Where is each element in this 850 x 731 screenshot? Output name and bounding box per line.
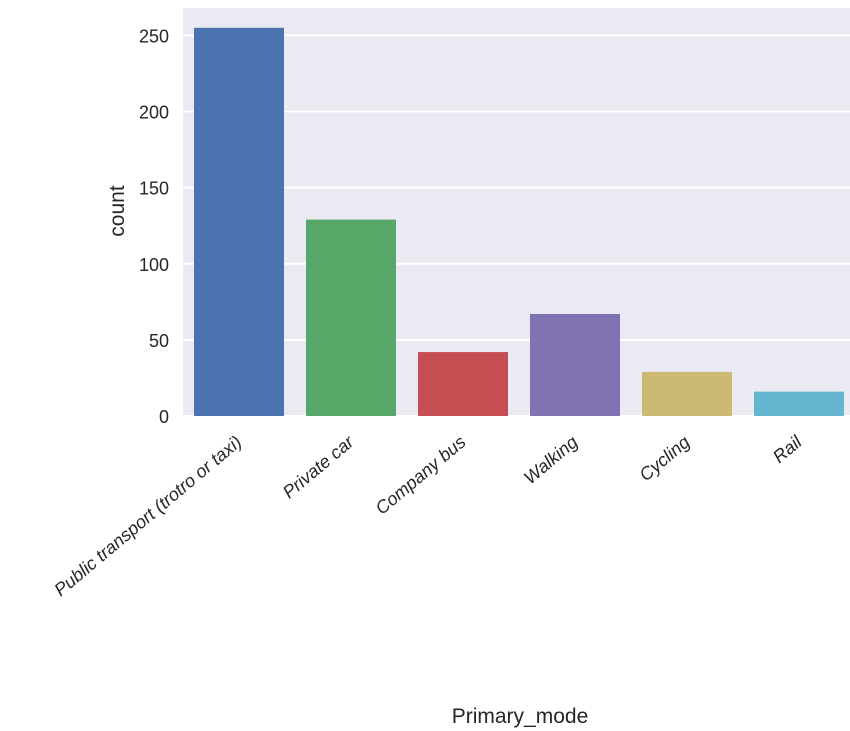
y-tick-label: 0 <box>159 407 169 427</box>
x-tick-label: Rail <box>769 431 806 467</box>
bars <box>194 27 844 416</box>
y-tick-label: 50 <box>149 331 169 351</box>
y-tick-labels: 0 50 100 150 200 250 <box>139 26 169 427</box>
x-tick-label: Private car <box>279 431 359 502</box>
y-axis-label: count <box>106 185 129 237</box>
x-tick-label: Walking <box>520 432 582 488</box>
x-tick-label: Public transport (trotro or taxi) <box>50 432 245 600</box>
bar <box>194 27 284 416</box>
bar <box>418 352 508 416</box>
y-tick-label: 200 <box>139 103 169 123</box>
x-tick-labels: Public transport (trotro or taxi) Private… <box>50 431 806 600</box>
bar <box>754 391 844 416</box>
y-tick-label: 150 <box>139 179 169 199</box>
y-tick-label: 100 <box>139 255 169 275</box>
x-tick-label: Company bus <box>372 432 470 519</box>
grid-lines <box>183 34 850 417</box>
y-tick-label: 250 <box>139 26 169 46</box>
plot-background <box>183 8 850 416</box>
bar <box>530 314 620 416</box>
x-axis-label: Primary_mode <box>452 705 589 728</box>
bar <box>642 371 732 416</box>
bar <box>306 219 396 416</box>
x-tick-label: Cycling <box>635 432 693 485</box>
